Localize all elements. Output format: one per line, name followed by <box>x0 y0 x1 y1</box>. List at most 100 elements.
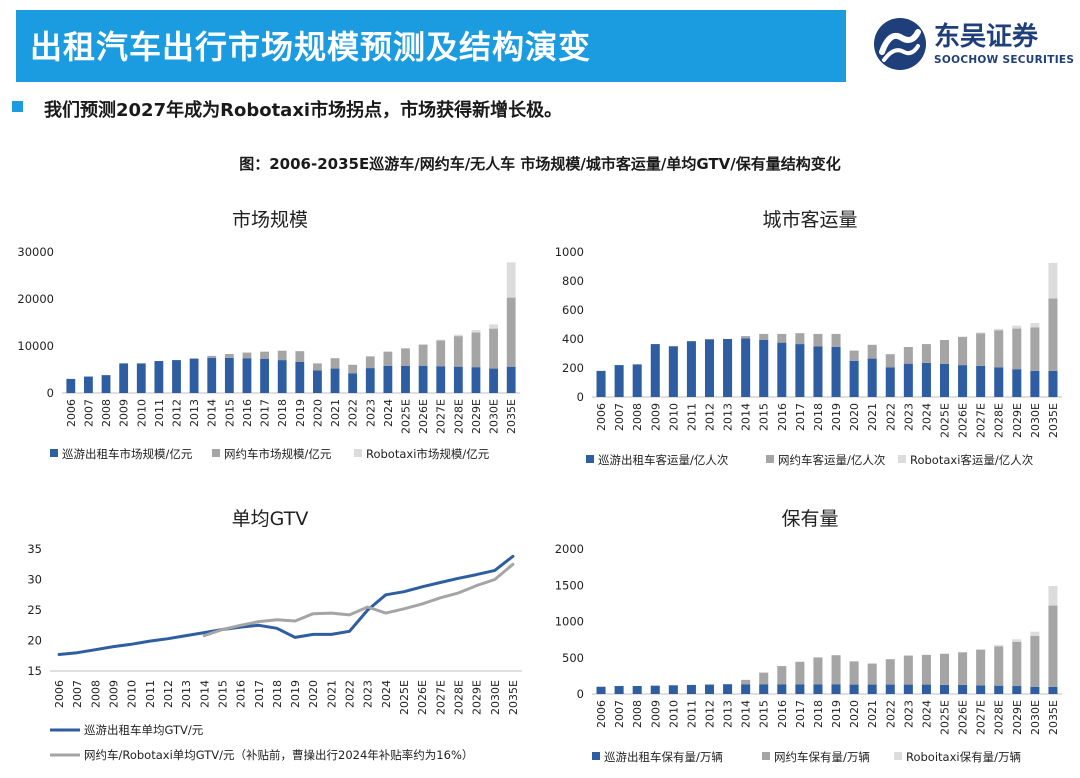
x-tick-label: 2026E <box>957 403 970 438</box>
x-tick-label: 2007 <box>82 399 95 427</box>
legend-swatch <box>592 752 600 760</box>
bar-segment <box>958 684 968 694</box>
y-tick-label: 30000 <box>17 245 54 259</box>
bar-segment <box>994 367 1004 397</box>
bar-segment <box>849 661 859 685</box>
bar-segment <box>471 367 481 393</box>
x-tick-label: 2028E <box>993 403 1006 438</box>
bar-segment <box>958 365 968 397</box>
bar-segment <box>668 685 678 694</box>
x-tick-label: 2015 <box>758 700 771 728</box>
bar-segment <box>1030 686 1040 694</box>
y-tick-label: 500 <box>562 651 584 665</box>
x-tick-label: 2018 <box>271 680 284 708</box>
bar-segment <box>189 358 199 393</box>
x-tick-label: 2012 <box>704 403 717 431</box>
bar-segment <box>330 368 340 393</box>
bar-segment <box>939 653 950 685</box>
bar-segment <box>365 368 375 393</box>
x-tick-label: 2030E <box>1029 403 1042 438</box>
y-tick-label: 1000 <box>555 245 584 259</box>
x-tick-label: 2011 <box>685 403 698 431</box>
bar-segment <box>903 655 913 685</box>
series-line <box>202 562 515 638</box>
bar-segment <box>650 344 660 397</box>
legend-label: 巡游出租车市场规模/亿元 <box>62 447 193 461</box>
x-tick-label: 2015 <box>216 680 229 708</box>
average-gtv-chart: 单均GTV 15 20 25 30 35 2006 2007 2008 2009 2010 2011 2… <box>27 508 522 762</box>
bar-segment <box>1048 585 1058 606</box>
bar-segment <box>994 646 1004 686</box>
x-tick-label: 2008 <box>631 403 644 431</box>
x-tick-label: 2009 <box>649 700 662 728</box>
x-tick-label: 2010 <box>135 399 148 427</box>
bar-segment <box>741 679 751 685</box>
bar-segment <box>1048 686 1058 694</box>
x-tick-label: 2029E <box>1011 403 1024 438</box>
bar-segment <box>813 657 823 685</box>
bar-segment <box>939 340 950 364</box>
bar-segment <box>119 363 129 393</box>
x-tick-label: 2017 <box>253 680 266 708</box>
x-tick-label: 2024 <box>920 700 933 728</box>
x-tick-label: 2030E <box>488 399 501 434</box>
x-tick-label: 2014 <box>740 700 753 728</box>
bar-segment <box>401 348 410 366</box>
chart-title: 单均GTV <box>232 508 309 530</box>
y-tick-label: 1500 <box>555 578 584 592</box>
x-tick-label: 2026E <box>416 680 429 715</box>
x-tick-label: 2017 <box>259 399 272 427</box>
x-tick-label: 2013 <box>722 403 735 431</box>
bar-segment <box>958 652 968 685</box>
bar-segment <box>777 342 787 397</box>
bar-segment <box>471 330 481 333</box>
x-tick-label: 2008 <box>100 399 113 427</box>
legend-label: 巡游出租车保有量/万辆 <box>604 750 723 764</box>
x-tick-label: 2015 <box>758 403 771 431</box>
subtitle: 我们预测2027年成为Robotaxi市场拐点，市场获得新增长极。 <box>44 100 563 121</box>
bar-segment <box>723 339 733 397</box>
bar-segment <box>436 340 446 367</box>
bar-segment <box>994 685 1004 694</box>
bar-segment <box>1048 298 1058 371</box>
bar-segment <box>1012 325 1022 329</box>
x-tick-label: 2023 <box>902 700 915 728</box>
logo-english-name: SOOCHOW SECURITIES <box>934 54 1075 66</box>
x-tick-label: 2021 <box>866 700 879 728</box>
x-tick-label: 2008 <box>631 700 644 728</box>
bar-segment <box>66 378 76 393</box>
bar-segment <box>723 684 733 694</box>
x-tick-label: 2019 <box>830 403 843 431</box>
x-tick-label: 2021 <box>325 680 338 708</box>
bullet-square <box>12 101 23 112</box>
x-tick-label: 2030E <box>489 680 502 715</box>
x-tick-label: 2014 <box>740 403 753 431</box>
x-tick-label: 2017 <box>794 700 807 728</box>
market-size-chart: 市场规模 0 10000 20000 30000 2006 2007 2008 2009 2010… <box>17 209 520 461</box>
bar-segment <box>921 362 931 397</box>
x-tick-label: 2023 <box>902 403 915 431</box>
bar-segment <box>976 332 986 334</box>
x-tick-label: 2035E <box>505 399 518 434</box>
x-tick-label: 2013 <box>180 680 193 708</box>
bar-segment <box>224 357 234 393</box>
x-tick-label: 2020 <box>848 700 861 728</box>
x-tick-label: 2016 <box>776 403 789 431</box>
series-line <box>57 554 515 656</box>
bar-segment <box>976 685 986 694</box>
legend-label: 网约车客运量/亿人次 <box>778 453 886 467</box>
y-tick-label: 0 <box>47 386 54 400</box>
bar-segment <box>795 344 805 397</box>
bar-segment <box>939 363 950 397</box>
x-tick-label: 2025E <box>939 403 952 438</box>
bar-segment <box>154 361 164 393</box>
bar-segment <box>1012 641 1022 687</box>
title-bar: 出租汽车出行市场规模预测及结构演变 <box>16 10 846 82</box>
bar-segment <box>383 365 393 393</box>
legend-label: Robotaxi客运量/亿人次 <box>910 453 1034 467</box>
x-tick-label: 2014 <box>206 399 219 427</box>
y-tick-label: 35 <box>27 542 42 556</box>
bar-segment <box>885 367 895 397</box>
x-tick-label: 2018 <box>276 399 289 427</box>
bar-segment <box>759 672 769 685</box>
